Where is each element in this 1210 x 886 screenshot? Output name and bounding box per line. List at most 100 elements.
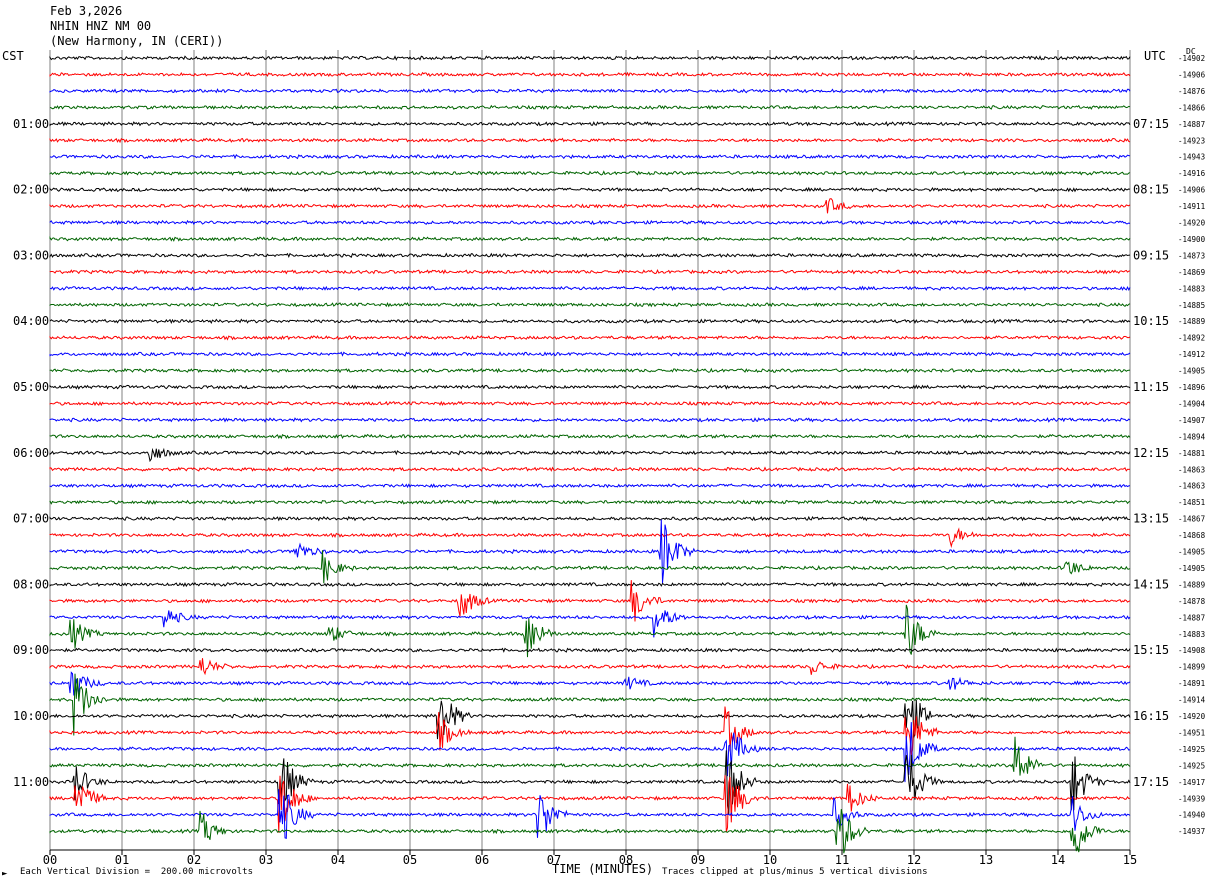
header-station: NHIN HNZ NM 00 (50, 19, 152, 33)
trace-line-30 (49, 527, 1131, 549)
trace-line-9 (49, 186, 1131, 193)
trace-line-48 (49, 809, 1131, 854)
dc-offset-label-3: -14876 (1178, 87, 1206, 96)
dc-offset-label-26: -14863 (1178, 465, 1205, 474)
right-hour-label-3: 09:15 (1133, 248, 1169, 262)
trace-line-46 (49, 775, 1131, 833)
trace-line-4 (49, 104, 1131, 111)
dc-offset-label-21: -14896 (1178, 383, 1206, 392)
dc-offset-label-39: -14891 (1178, 679, 1205, 688)
dc-offset-label-32: -14905 (1178, 564, 1205, 573)
dc-offset-label-40: -14914 (1178, 696, 1206, 705)
dc-offset-label-7: -14943 (1178, 153, 1205, 162)
trace-line-45 (49, 750, 1131, 815)
trace-line-1 (49, 55, 1131, 61)
scale-note: Each Vertical Division = 200.00 microvol… (20, 867, 253, 877)
trace-line-20 (49, 367, 1131, 374)
trace-line-37 (49, 647, 1131, 653)
trace-line-21 (49, 384, 1131, 390)
dc-offset-label-15: -14883 (1178, 284, 1205, 293)
trace-line-8 (49, 170, 1131, 176)
dc-offset-label-36: -14883 (1178, 630, 1205, 639)
left-timezone-label: CST (2, 49, 24, 63)
dc-offset-label-5: -14887 (1178, 120, 1205, 129)
trace-line-17 (49, 318, 1131, 325)
dc-offset-label-35: -14887 (1178, 613, 1205, 622)
trace-line-29 (49, 515, 1131, 522)
dc-offset-label-37: -14908 (1178, 646, 1206, 655)
corner-mark: ► (2, 869, 8, 879)
dc-offset-label-27: -14863 (1178, 482, 1205, 491)
dc-offset-label-45: -14917 (1178, 778, 1205, 787)
left-hour-label-2: 02:00 (13, 183, 49, 197)
trace-line-12 (49, 235, 1131, 242)
trace-line-10 (49, 198, 1131, 214)
x-tick-label-06: 06 (475, 853, 489, 867)
trace-line-24 (49, 433, 1131, 440)
trace-line-23 (49, 417, 1131, 423)
right-hour-label-4: 10:15 (1133, 314, 1169, 328)
dc-label: DC (1186, 47, 1196, 56)
left-hour-label-11: 11:00 (13, 775, 49, 789)
trace-line-34 (49, 580, 1131, 622)
dc-offset-label-2: -14906 (1178, 70, 1206, 79)
right-hour-label-11: 17:15 (1133, 775, 1169, 789)
trace-line-42 (49, 706, 1131, 756)
right-hour-label-7: 13:15 (1133, 512, 1169, 526)
trace-line-47 (49, 789, 1131, 839)
dc-offset-label-22: -14904 (1178, 399, 1206, 408)
trace-line-22 (49, 400, 1131, 407)
dc-offset-label-41: -14920 (1178, 712, 1206, 721)
dc-offset-label-10: -14911 (1178, 202, 1205, 211)
dc-offset-label-23: -14907 (1178, 416, 1205, 425)
dc-offset-label-13: -14873 (1178, 251, 1205, 260)
header-date: Feb 3,2026 (50, 4, 123, 18)
dc-offset-label-16: -14885 (1178, 301, 1205, 310)
trace-line-11 (49, 219, 1131, 226)
dc-offset-label-4: -14866 (1178, 103, 1206, 112)
dc-offset-label-46: -14939 (1178, 794, 1205, 803)
trace-line-19 (49, 351, 1131, 357)
dc-offset-label-9: -14906 (1178, 186, 1206, 195)
x-tick-label-09: 09 (691, 853, 705, 867)
trace-line-36 (49, 604, 1131, 658)
trace-line-38 (49, 658, 1131, 676)
dc-offset-label-33: -14889 (1178, 580, 1205, 589)
trace-line-41 (49, 699, 1131, 740)
dc-offset-label-34: -14878 (1178, 597, 1206, 606)
trace-line-26 (49, 466, 1131, 472)
x-tick-label-12: 12 (907, 853, 921, 867)
trace-line-13 (49, 252, 1131, 259)
right-hour-label-1: 07:15 (1133, 117, 1169, 131)
trace-line-43 (49, 722, 1131, 783)
x-tick-label-08: 08 (619, 853, 633, 867)
trace-line-31 (49, 519, 1131, 584)
trace-line-18 (49, 334, 1131, 341)
dc-offset-label-44: -14925 (1178, 761, 1205, 770)
trace-line-25 (49, 447, 1131, 463)
trace-line-33 (49, 581, 1131, 588)
dc-offset-label-18: -14892 (1178, 334, 1205, 343)
dc-offset-label-8: -14916 (1178, 169, 1206, 178)
right-timezone-label: UTC (1144, 49, 1166, 63)
right-hour-label-2: 08:15 (1133, 183, 1169, 197)
dc-offset-label-1: -14902 (1178, 54, 1205, 63)
dc-offset-label-30: -14868 (1178, 531, 1206, 540)
left-hour-label-8: 08:00 (13, 577, 49, 591)
right-hour-label-6: 12:15 (1133, 446, 1169, 460)
dc-offset-label-14: -14869 (1178, 268, 1205, 277)
trace-line-3 (49, 88, 1131, 94)
axis-labels: 00 01 02 03 04 05 06 07 08 09 10 11 12 13 14 15 -14902 -1… (13, 54, 1206, 867)
x-tick-label-00: 00 (43, 853, 57, 867)
left-hour-label-3: 03:00 (13, 248, 49, 262)
trace-line-35 (49, 610, 1131, 638)
right-hour-label-5: 11:15 (1133, 380, 1169, 394)
left-hour-label-6: 06:00 (13, 446, 49, 460)
trace-line-6 (49, 137, 1131, 144)
clip-note: Traces clipped at plus/minus 5 vertical … (662, 867, 928, 877)
x-tick-label-11: 11 (835, 853, 849, 867)
trace-line-27 (49, 482, 1131, 489)
left-hour-label-10: 10:00 (13, 709, 49, 723)
trace-line-2 (49, 71, 1131, 78)
